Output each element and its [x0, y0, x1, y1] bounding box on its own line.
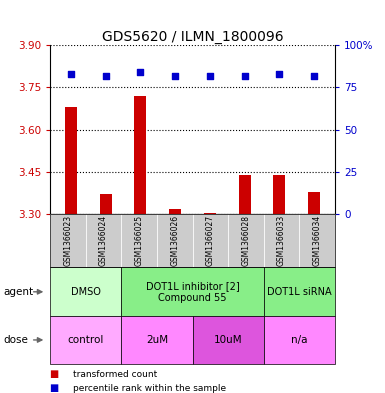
Text: dose: dose: [4, 335, 29, 345]
Text: ■: ■: [50, 383, 62, 393]
Text: GSM1366023: GSM1366023: [64, 215, 72, 266]
Text: n/a: n/a: [291, 335, 308, 345]
Point: [207, 72, 213, 79]
Bar: [65, 107, 77, 214]
Point: [311, 72, 317, 79]
Point: [172, 72, 178, 79]
Bar: [169, 209, 181, 214]
Text: 2uM: 2uM: [146, 335, 168, 345]
Point: [241, 72, 248, 79]
Bar: [308, 192, 320, 214]
Text: 10uM: 10uM: [214, 335, 243, 345]
Text: GSM1366034: GSM1366034: [313, 215, 321, 266]
Point: [276, 71, 283, 77]
Text: DOT1L inhibitor [2]
Compound 55: DOT1L inhibitor [2] Compound 55: [146, 281, 239, 303]
Text: DMSO: DMSO: [71, 287, 100, 297]
Text: GSM1366026: GSM1366026: [170, 215, 179, 266]
Text: GSM1366025: GSM1366025: [135, 215, 144, 266]
Text: percentile rank within the sample: percentile rank within the sample: [73, 384, 226, 393]
Point: [137, 69, 144, 75]
Text: transformed count: transformed count: [73, 370, 157, 378]
Bar: [273, 175, 285, 214]
Title: GDS5620 / ILMN_1800096: GDS5620 / ILMN_1800096: [102, 30, 283, 44]
Bar: [204, 213, 216, 214]
Text: GSM1366027: GSM1366027: [206, 215, 215, 266]
Text: DOT1L siRNA: DOT1L siRNA: [267, 287, 331, 297]
Bar: [134, 96, 146, 214]
Point: [102, 72, 109, 79]
Text: GSM1366024: GSM1366024: [99, 215, 108, 266]
Text: ■: ■: [50, 369, 62, 379]
Text: control: control: [67, 335, 104, 345]
Text: GSM1366028: GSM1366028: [241, 215, 250, 266]
Bar: [239, 175, 251, 214]
Text: GSM1366033: GSM1366033: [277, 215, 286, 266]
Point: [68, 71, 74, 77]
Text: agent: agent: [4, 287, 34, 297]
Bar: [100, 195, 112, 214]
